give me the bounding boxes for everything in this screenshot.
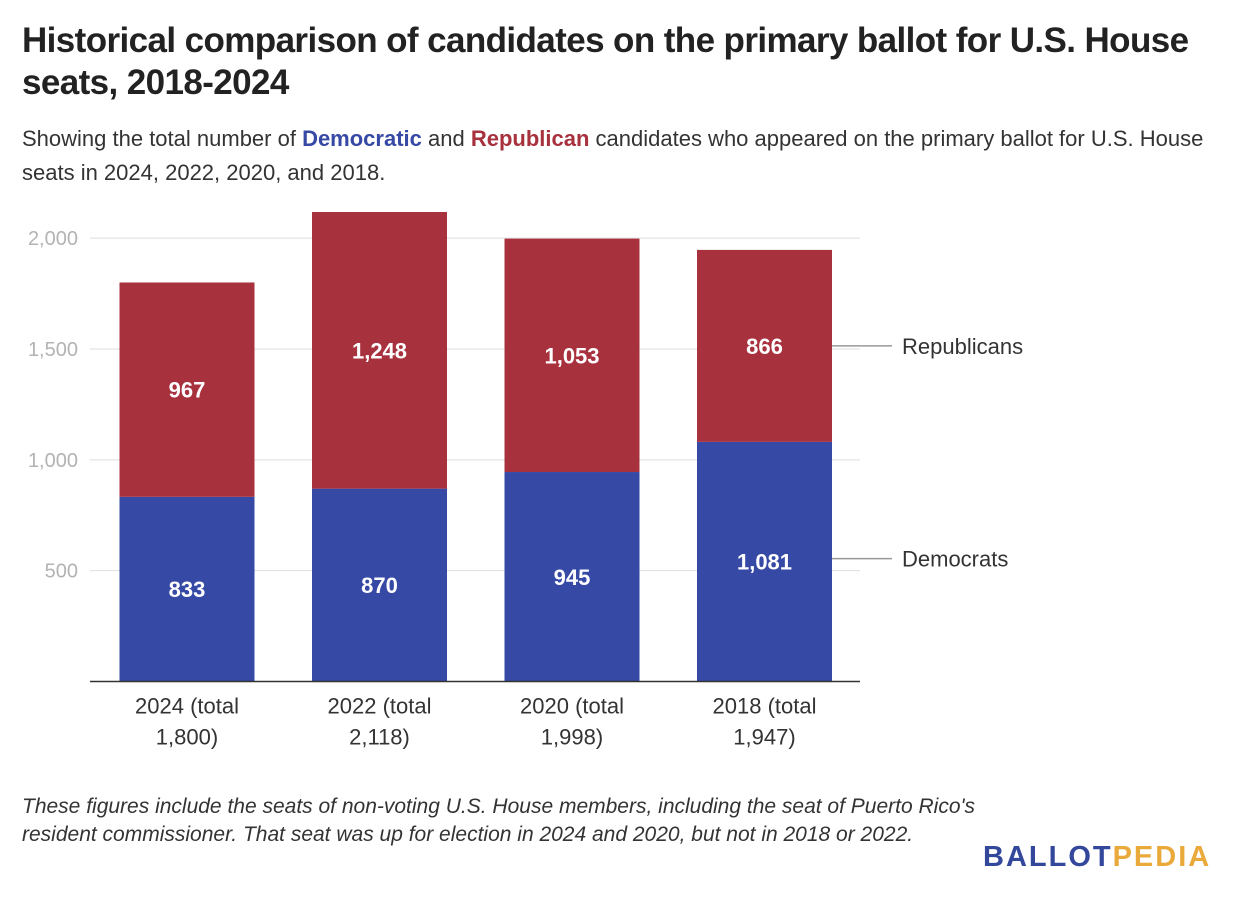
bar-republicans	[697, 249, 832, 442]
legend-republicans: Republicans	[902, 334, 1023, 359]
data-label: 870	[361, 573, 398, 598]
data-label: 945	[554, 565, 591, 590]
footnote: These figures include the seats of non-v…	[22, 795, 976, 846]
data-label: 1,248	[352, 338, 407, 363]
data-label: 1,053	[544, 343, 599, 368]
chart-title: Historical comparison of candidates on t…	[22, 21, 1189, 102]
x-tick-label: 1,998)	[541, 725, 603, 750]
chart-subtitle: Showing the total number of Democratic a…	[22, 122, 1222, 190]
y-tick-label: 2,000	[28, 228, 78, 250]
bar-democrats	[312, 488, 447, 682]
bar-democrats	[119, 496, 255, 682]
y-tick-label: 1,000	[28, 450, 78, 472]
subtitle-text-start: Showing the total number of	[22, 126, 303, 151]
bar-democrats	[697, 441, 832, 682]
data-label: 1,081	[737, 550, 792, 575]
subtitle-democratic: Democratic	[302, 126, 422, 151]
data-label: 866	[746, 334, 783, 359]
logo-pedia: PEDIA	[1112, 841, 1212, 873]
x-tick-label: 2020 (total	[520, 694, 624, 719]
x-tick-label: 1,947)	[733, 725, 795, 750]
x-tick-label: 2018 (total	[713, 694, 817, 719]
data-label: 833	[169, 577, 206, 602]
y-tick-label: 1,500	[28, 339, 78, 361]
subtitle-republican: Republican	[470, 126, 590, 151]
x-tick-label: 2024 (total	[135, 694, 239, 719]
stacked-bar-chart: 500 1,000 1,500 2,000 833 967 870 1,248 945 1,053…	[28, 212, 1023, 750]
bar-democrats	[504, 472, 640, 682]
logo-ballot: BALLOT	[983, 841, 1113, 873]
bar-republicans	[504, 238, 640, 473]
subtitle-text-end: candidates who appeared on the primary b…	[22, 126, 1204, 185]
ballotpedia-logo: BALLOTPEDIA	[983, 841, 1211, 874]
bar-republicans	[119, 282, 255, 497]
x-tick-label: 1,800)	[156, 725, 218, 750]
y-tick-label: 500	[45, 561, 78, 583]
bar-republicans	[312, 212, 447, 489]
x-tick-label: 2022 (total	[328, 694, 432, 719]
subtitle-text-mid: and	[421, 126, 471, 151]
legend-democrats: Democrats	[902, 547, 1008, 572]
data-label: 967	[169, 378, 206, 403]
x-tick-label: 2,118)	[349, 725, 410, 750]
